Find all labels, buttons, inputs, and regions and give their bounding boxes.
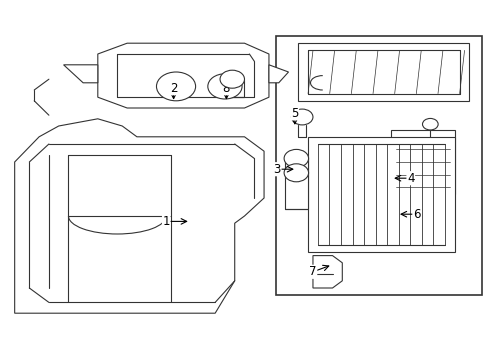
Circle shape xyxy=(220,70,244,88)
Polygon shape xyxy=(63,65,98,83)
Text: 1: 1 xyxy=(162,215,170,228)
Text: 4: 4 xyxy=(406,172,414,185)
Polygon shape xyxy=(220,80,244,97)
Text: 6: 6 xyxy=(412,208,420,221)
Circle shape xyxy=(284,164,308,182)
Polygon shape xyxy=(284,158,307,209)
Polygon shape xyxy=(98,43,268,108)
Circle shape xyxy=(156,72,195,101)
Text: 2: 2 xyxy=(169,82,177,95)
Text: 8: 8 xyxy=(222,82,230,95)
Polygon shape xyxy=(298,43,468,101)
Polygon shape xyxy=(390,130,454,194)
Circle shape xyxy=(291,109,312,125)
Bar xyxy=(276,36,481,295)
Circle shape xyxy=(422,118,437,130)
Text: 5: 5 xyxy=(290,107,298,120)
Circle shape xyxy=(284,149,308,167)
Text: 3: 3 xyxy=(273,163,281,176)
Polygon shape xyxy=(312,256,342,288)
Text: 7: 7 xyxy=(308,265,316,278)
Polygon shape xyxy=(268,65,288,83)
Polygon shape xyxy=(15,119,264,313)
Circle shape xyxy=(207,74,242,99)
Polygon shape xyxy=(307,137,454,252)
